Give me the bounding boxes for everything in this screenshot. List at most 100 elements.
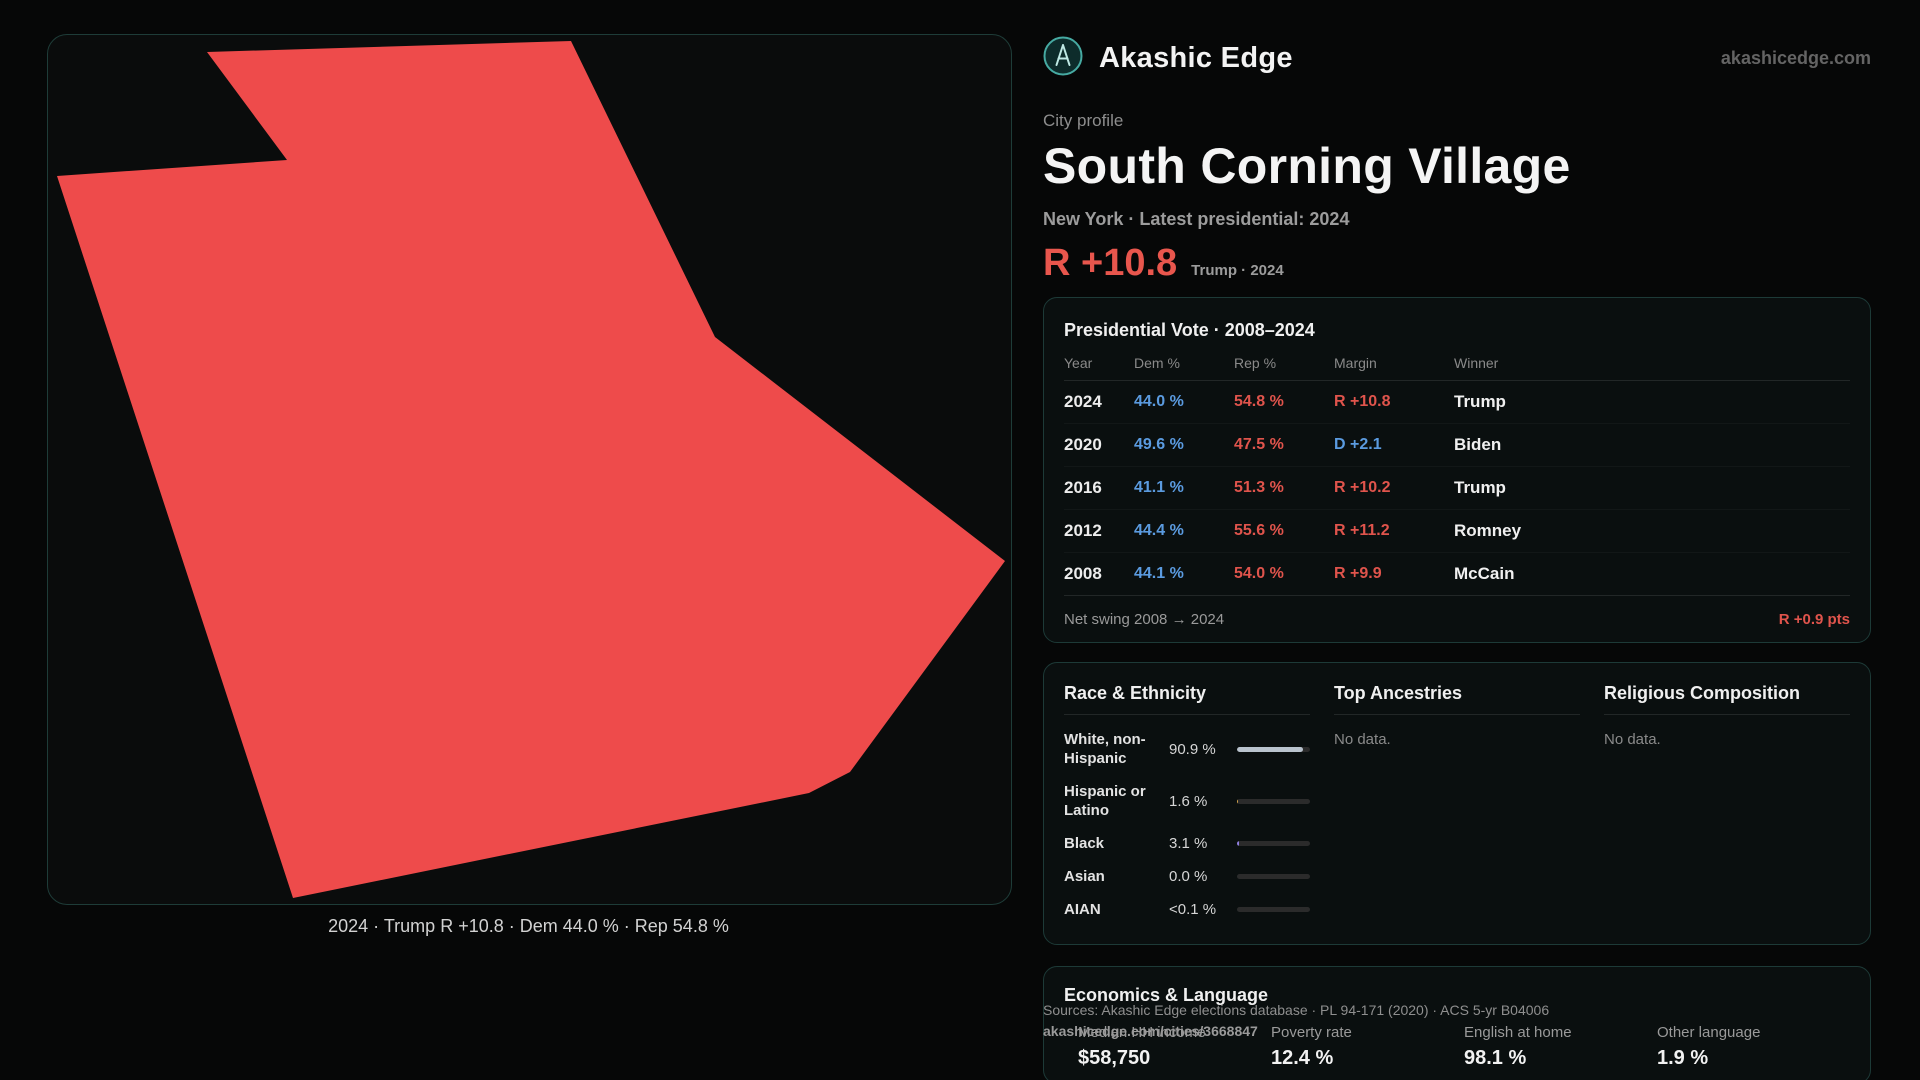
stat-label: English at home <box>1464 1024 1572 1041</box>
vote-margin: D +2.1 <box>1334 436 1382 453</box>
vote-winner: McCain <box>1454 564 1515 583</box>
map-caption: 2024 · Trump R +10.8 · Dem 44.0 % · Rep … <box>328 916 729 936</box>
col-dem: Dem % <box>1134 355 1180 371</box>
page-subtitle: New York · Latest presidential: 2024 <box>1043 209 1350 229</box>
race-row: Asian 0.0 % <box>1064 860 1310 893</box>
religious-composition-title: Religious Composition <box>1604 683 1850 715</box>
stat-label: Other language <box>1657 1024 1761 1041</box>
stat-label: Median HH income <box>1078 1024 1206 1041</box>
economics-title: Economics & Language <box>1064 985 1269 1005</box>
kicker-city-profile: City profile <box>1043 111 1124 130</box>
vote-dem: 49.6 % <box>1134 436 1184 453</box>
vote-rep: 54.0 % <box>1234 565 1284 582</box>
top-ancestries-title: Top Ancestries <box>1334 683 1580 715</box>
vote-row: 2008 44.1 % 54.0 % R +9.9 McCain <box>1064 553 1850 595</box>
race-label: AIAN <box>1064 901 1101 918</box>
race-row: White, non-Hispanic 90.9 % <box>1064 723 1310 775</box>
vote-winner: Trump <box>1454 392 1506 411</box>
race-label: Hispanic or Latino <box>1064 783 1146 819</box>
vote-row: 2024 44.0 % 54.8 % R +10.8 Trump <box>1064 381 1850 424</box>
sources-line: Sources: Akashic Edge elections database… <box>1043 1002 1550 1018</box>
city-polygon <box>57 41 1005 898</box>
city-boundary-map <box>57 41 1005 898</box>
race-bar <box>1237 746 1310 752</box>
vote-margin: R +10.2 <box>1334 479 1391 496</box>
vote-year: 2024 <box>1064 392 1102 411</box>
vote-winner: Trump <box>1454 478 1506 497</box>
stat-median-hh-income: Median HH income $58,750 <box>1078 1024 1271 1070</box>
race-rows: White, non-Hispanic 90.9 % Hispanic or L… <box>1064 723 1310 926</box>
race-bar-fill <box>1237 746 1304 752</box>
race-label: White, non-Hispanic <box>1064 731 1146 767</box>
race-ethnicity-title: Race & Ethnicity <box>1064 683 1310 715</box>
race-row: Hispanic or Latino 1.6 % <box>1064 775 1310 827</box>
race-row: AIAN <0.1 % <box>1064 893 1310 926</box>
vote-table-header: Year Dem % Rep % Margin Winner <box>1064 355 1850 381</box>
vote-winner: Biden <box>1454 435 1502 454</box>
vote-margin: R +11.2 <box>1334 522 1390 539</box>
vote-rep: 55.6 % <box>1234 522 1284 539</box>
stat-label: Poverty rate <box>1271 1024 1352 1041</box>
vote-dem: 44.0 % <box>1134 393 1184 410</box>
race-value: 0.0 % <box>1169 868 1208 885</box>
stat-other-language: Other language 1.9 % <box>1657 1024 1850 1070</box>
race-bar-fill <box>1237 798 1239 804</box>
race-bar <box>1237 798 1310 804</box>
col-winner: Winner <box>1454 355 1499 371</box>
economics-stats: Median HH income $58,750 Poverty rate 12… <box>1064 1024 1850 1070</box>
net-swing-row: Net swing 2008 → 2024 R +0.9 pts <box>1064 595 1850 642</box>
col-rep: Rep % <box>1234 355 1277 371</box>
vote-dem: 44.1 % <box>1134 565 1184 582</box>
brand: Akashic Edge <box>1043 36 1293 81</box>
vote-year: 2016 <box>1064 478 1102 497</box>
vote-margin: R +10.8 <box>1334 393 1391 410</box>
vote-rep: 47.5 % <box>1234 436 1284 453</box>
header: Akashic Edge akashicedge.com <box>1043 36 1871 81</box>
vote-rep: 54.8 % <box>1234 393 1284 410</box>
vote-dem: 44.4 % <box>1134 522 1184 539</box>
race-value: 3.1 % <box>1169 835 1208 852</box>
economics-card: Economics & Language Median HH income $5… <box>1043 966 1871 1080</box>
race-value: <0.1 % <box>1169 901 1217 918</box>
ancestries-no-data: No data. <box>1334 731 1391 748</box>
net-swing-label: Net swing 2008 → 2024 <box>1064 610 1225 628</box>
footer-sources: Sources: Akashic Edge elections database… <box>1043 1002 1549 1039</box>
religious-composition-section: Religious Composition No data. <box>1604 683 1850 926</box>
religion-no-data: No data. <box>1604 731 1661 748</box>
race-label: Asian <box>1064 868 1105 885</box>
vote-year: 2012 <box>1064 521 1102 540</box>
brand-domain-link[interactable]: akashicedge.com <box>1720 48 1871 68</box>
page-title: South Corning Village <box>1043 138 1571 194</box>
map-panel <box>47 34 1012 905</box>
presidential-vote-card: Presidential Vote · 2008–2024 Year Dem %… <box>1043 297 1871 643</box>
race-label: Black <box>1064 835 1105 852</box>
race-bar-fill <box>1237 841 1240 846</box>
race-row: Black 3.1 % <box>1064 827 1310 860</box>
vote-row: 2016 41.1 % 51.3 % R +10.2 Trump <box>1064 467 1850 510</box>
vote-margin: R +9.9 <box>1334 565 1382 582</box>
stat-value: 1.9 % <box>1657 1047 1709 1069</box>
net-swing-value: R +0.9 pts <box>1778 610 1850 628</box>
stat-value: 98.1 % <box>1464 1047 1527 1069</box>
vote-row: 2012 44.4 % 55.6 % R +11.2 Romney <box>1064 510 1850 553</box>
stat-value: 12.4 % <box>1271 1047 1334 1069</box>
col-year: Year <box>1064 355 1093 371</box>
city-permalink[interactable]: akashicedge.com/cities/3668847 <box>1043 1023 1258 1039</box>
race-value: 90.9 % <box>1169 740 1216 758</box>
headline-margin-block: R +10.8 Trump · 2024 <box>1043 242 1871 285</box>
col-margin: Margin <box>1334 355 1377 371</box>
race-bar <box>1237 841 1310 846</box>
profile-panel: Akashic Edge akashicedge.com City profil… <box>1043 0 1871 1080</box>
demographics-card: Race & Ethnicity White, non-Hispanic 90.… <box>1043 662 1871 945</box>
vote-card-title: Presidential Vote · 2008–2024 <box>1064 320 1315 340</box>
stat-value: $58,750 <box>1078 1047 1151 1069</box>
vote-year: 2008 <box>1064 564 1102 583</box>
stat-poverty-rate: Poverty rate 12.4 % <box>1271 1024 1464 1070</box>
headline-margin-value: R +10.8 <box>1043 242 1178 284</box>
race-value: 1.6 % <box>1169 792 1208 810</box>
vote-dem: 41.1 % <box>1134 479 1184 496</box>
top-ancestries-section: Top Ancestries No data. <box>1334 683 1580 926</box>
vote-row: 2020 49.6 % 47.5 % D +2.1 Biden <box>1064 424 1850 467</box>
brand-logo-icon <box>1043 36 1083 81</box>
vote-rep: 51.3 % <box>1234 479 1284 496</box>
